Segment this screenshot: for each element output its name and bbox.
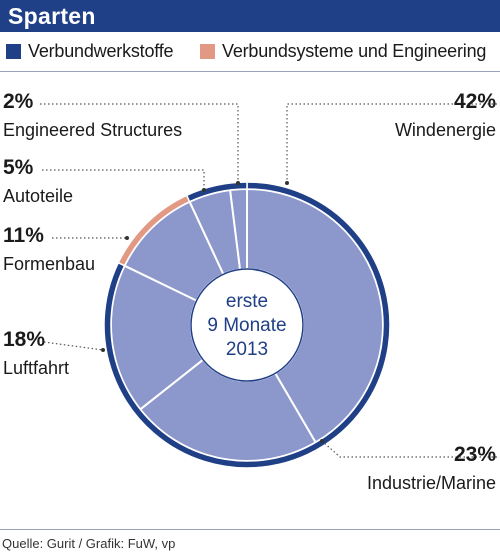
leader-line-engineered-structures <box>40 103 239 183</box>
leader-dot-engineered-structures <box>236 181 240 185</box>
chart-header: Sparten <box>0 0 500 32</box>
legend-item-verbundsysteme: Verbundsysteme und Engineering <box>200 41 486 62</box>
value-label-industrie-marine: 23% <box>454 443 496 466</box>
value-label-windenergie: 42% <box>454 90 496 113</box>
group-ring-verbundwerkstoffe-2 <box>185 181 248 203</box>
leader-line-industrie-marine <box>321 440 497 458</box>
leader-line-luftfahrt <box>43 341 104 351</box>
chart-title: Sparten <box>8 3 96 29</box>
category-label-luftfahrt: Luftfahrt <box>3 358 69 378</box>
value-label-autoteile: 5% <box>3 156 34 179</box>
category-label-engineered-structures: Engineered Structures <box>3 120 182 140</box>
donut-center <box>190 268 304 382</box>
center-label-line-1: 9 Monate <box>207 315 286 336</box>
category-label-formenbau: Formenbau <box>3 254 95 274</box>
legend: Verbundwerkstoffe Verbundsysteme und Eng… <box>0 41 500 72</box>
value-label-formenbau: 11% <box>3 224 44 247</box>
center-label-line-2: 2013 <box>226 339 268 360</box>
legend-label-verbundsysteme: Verbundsysteme und Engineering <box>222 41 487 61</box>
leader-dot-industrie-marine <box>320 439 324 443</box>
source-note: Quelle: Gurit / Grafik: FuW, vp <box>2 536 176 551</box>
leader-dot-luftfahrt <box>101 348 105 352</box>
legend-item-verbundwerkstoffe: Verbundwerkstoffe <box>6 41 174 62</box>
category-label-windenergie: Windenergie <box>395 120 496 140</box>
leader-dot-windenergie <box>285 181 289 185</box>
value-label-luftfahrt: 18% <box>3 328 45 351</box>
legend-divider <box>0 71 500 72</box>
category-label-industrie-marine: Industrie/Marine <box>367 473 496 493</box>
leader-dot-formenbau <box>125 236 129 240</box>
leader-line-windenergie <box>286 103 497 183</box>
legend-swatch-verbundsysteme <box>200 44 215 59</box>
footer-divider <box>0 529 500 530</box>
legend-swatch-verbundwerkstoffe <box>6 44 21 59</box>
legend-label-verbundwerkstoffe: Verbundwerkstoffe <box>28 41 174 61</box>
center-label-line-0: erste <box>226 291 268 312</box>
value-label-engineered-structures: 2% <box>3 90 34 113</box>
category-label-autoteile: Autoteile <box>3 186 73 206</box>
leader-dot-autoteile <box>202 188 206 192</box>
